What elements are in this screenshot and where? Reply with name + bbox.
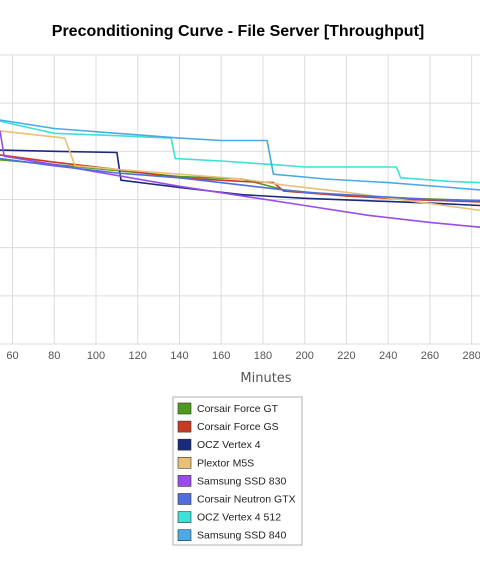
- x-tick-label: 100: [87, 350, 105, 362]
- legend-label: Corsair Force GT: [197, 403, 279, 415]
- x-tick-label: 240: [379, 350, 397, 362]
- legend-label: Samsung SSD 830: [197, 475, 286, 487]
- legend-swatch: [177, 456, 192, 469]
- chart-title: Preconditioning Curve - File Server [Thr…: [52, 23, 424, 40]
- x-tick-label: 60: [6, 350, 18, 362]
- x-tick-label: 220: [337, 350, 355, 362]
- legend-label: Corsair Neutron GTX: [197, 494, 296, 506]
- x-tick-label: 200: [296, 350, 314, 362]
- legend: Corsair Force GT Corsair Force GS OCZ Vert…: [172, 396, 303, 546]
- legend-swatch: [177, 529, 192, 542]
- legend-swatch: [177, 420, 192, 433]
- x-tick-label: 280: [462, 350, 480, 362]
- legend-label: Plextor M5S: [197, 457, 254, 469]
- legend-swatch: [177, 438, 192, 451]
- x-tick-label: 180: [254, 350, 272, 362]
- series-line-5: [0, 130, 480, 228]
- series-line-7: [0, 120, 480, 184]
- x-tick-label: 160: [212, 350, 230, 362]
- x-tick-labels: 60 80 100 120 140 160 180 200 220 240 260 280: [6, 350, 480, 362]
- legend-swatch: [177, 493, 192, 505]
- legend-label: Samsung SSD 840: [197, 530, 286, 542]
- legend-label: OCZ Vertex 4 512: [197, 512, 281, 524]
- x-axis-label: Minutes: [240, 371, 291, 386]
- legend-label: Corsair Force GS: [197, 421, 279, 433]
- series-line-6: [0, 157, 480, 202]
- legend-swatch: [177, 402, 192, 415]
- x-tick-label: 120: [129, 350, 147, 362]
- x-tick-label: 260: [421, 350, 439, 362]
- x-tick-label: 140: [170, 350, 188, 362]
- series-line-8: [0, 119, 480, 191]
- legend-box: [172, 396, 303, 546]
- x-tick-label: 80: [48, 350, 60, 362]
- legend-swatch: [177, 511, 192, 523]
- series-lines: [0, 119, 480, 228]
- legend-swatch: [177, 475, 192, 487]
- legend-label: OCZ Vertex 4: [197, 439, 261, 451]
